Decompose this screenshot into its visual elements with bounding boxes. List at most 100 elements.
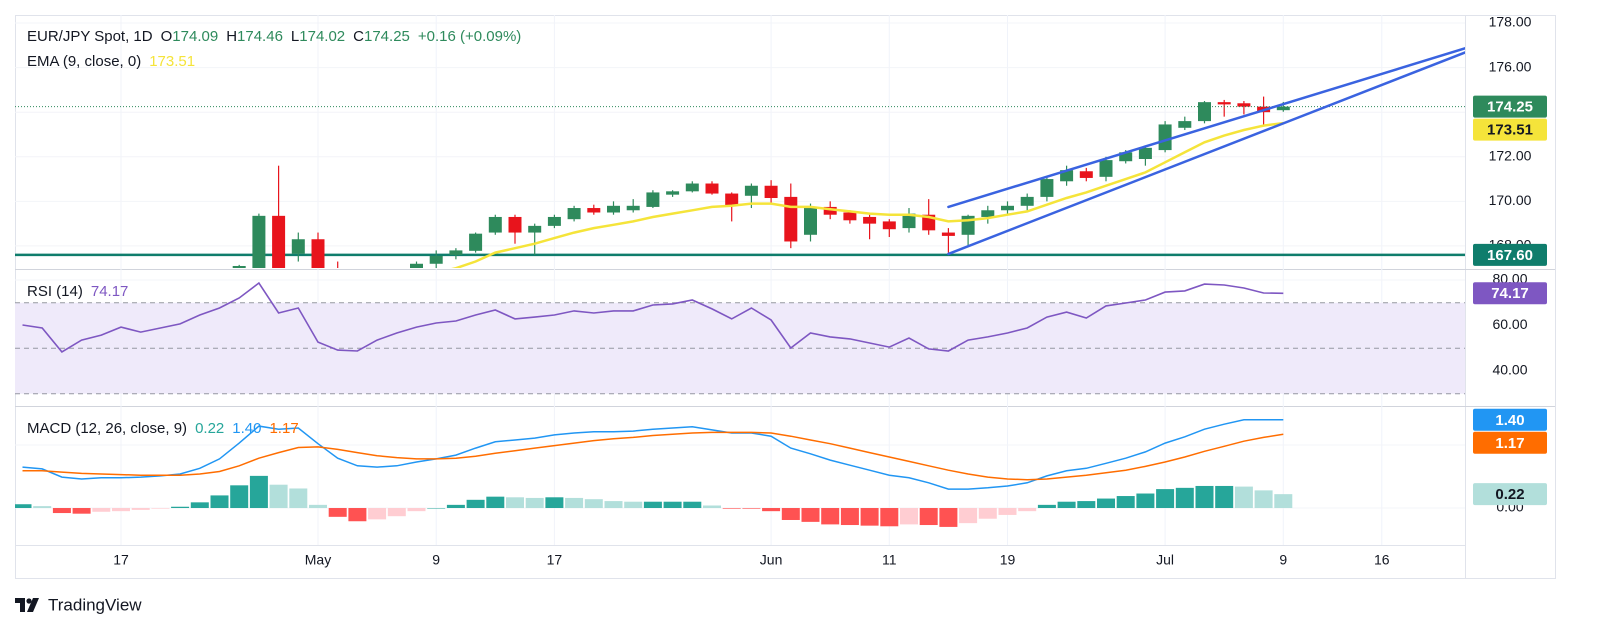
histogram-bar xyxy=(249,475,268,509)
histogram-bar xyxy=(466,499,485,509)
x-tick-label: May xyxy=(305,552,331,568)
histogram-bar xyxy=(486,496,505,509)
histogram-bar xyxy=(801,508,820,522)
logo-shape xyxy=(15,598,25,612)
candle-body xyxy=(725,193,739,206)
y-tick-label: 60.00 xyxy=(1492,316,1527,332)
candle-body xyxy=(311,239,325,268)
histogram-bar xyxy=(683,501,702,509)
histogram-bar xyxy=(742,508,761,509)
last-price-label-box xyxy=(1473,95,1547,118)
brand-name: TradingView xyxy=(48,595,142,614)
rsi-value-label-box xyxy=(1473,282,1547,305)
logo-shape xyxy=(26,598,32,604)
ohlc-key: L xyxy=(291,28,299,45)
ema-value-label-box xyxy=(1473,118,1547,141)
y-tick-label: 172.00 xyxy=(1489,147,1532,163)
histogram-bar xyxy=(545,497,564,509)
histogram-bar xyxy=(72,508,91,514)
candle-body xyxy=(232,265,246,268)
histogram-bar xyxy=(1116,496,1135,509)
candle-body xyxy=(291,239,305,254)
histogram-bar xyxy=(880,508,899,527)
indicator-value: 1.40 xyxy=(232,420,261,437)
histogram-bar xyxy=(348,508,367,522)
trend-line xyxy=(947,51,1465,256)
last-price-label: 174.25 xyxy=(1487,99,1533,116)
indicator-value: 173.51 xyxy=(149,53,195,70)
ohlc-value: 174.46 xyxy=(237,28,283,45)
level-label-box xyxy=(1473,243,1547,266)
candle-body xyxy=(902,213,916,229)
histogram-bar xyxy=(722,508,741,509)
histogram-bar xyxy=(565,497,584,509)
signal-line xyxy=(22,431,1284,481)
candle-body xyxy=(843,212,857,221)
histogram-bar xyxy=(663,501,682,509)
candle-body xyxy=(567,208,581,220)
pane-macd xyxy=(15,419,1465,527)
candle-body xyxy=(1060,170,1074,182)
candle-body xyxy=(410,263,423,268)
ohlc-value: 174.25 xyxy=(364,28,410,45)
histogram-bar xyxy=(525,497,544,509)
histogram-bar xyxy=(1037,504,1056,509)
candle-body xyxy=(1237,103,1251,107)
indicator-value: 74.17 xyxy=(91,283,129,300)
histogram-value-label: 0.22 xyxy=(1495,486,1524,503)
candle-body xyxy=(1217,102,1231,105)
symbol-title: EUR/JPY Spot, 1D xyxy=(27,28,153,45)
histogram-bar xyxy=(998,508,1017,515)
histogram-bar xyxy=(939,508,958,527)
y-tick-label: 176.00 xyxy=(1489,58,1532,74)
indicator-name: MACD (12, 26, close, 9) xyxy=(27,420,187,437)
histogram-value-label-box xyxy=(1473,483,1547,506)
histogram-bar xyxy=(92,508,111,512)
macd-line xyxy=(22,419,1284,490)
price-change: +0.16 (+0.09%) xyxy=(418,28,521,45)
rsi-value-label: 74.17 xyxy=(1491,285,1529,302)
histogram-bar xyxy=(840,508,859,526)
rsi-line xyxy=(22,281,1284,353)
candle-body xyxy=(823,206,837,215)
candle-body xyxy=(1138,147,1152,159)
candle-body xyxy=(941,232,955,236)
indicator-name: RSI (14) xyxy=(27,283,83,300)
y-tick-label: 178.00 xyxy=(1489,14,1532,30)
candle-body xyxy=(1158,124,1172,151)
histogram-bar xyxy=(643,501,662,509)
histogram-bar xyxy=(171,506,190,509)
histogram-bar xyxy=(624,501,643,509)
x-tick-label: Jun xyxy=(760,552,783,568)
histogram-bar xyxy=(1097,498,1115,509)
histogram-bar xyxy=(309,504,327,509)
histogram-bar xyxy=(604,501,623,509)
histogram-bar xyxy=(1136,493,1155,509)
x-tick-label: 9 xyxy=(432,552,440,568)
macd-value-label-box xyxy=(1473,408,1547,431)
candle-body xyxy=(863,216,877,224)
indicator-value: 0.22 xyxy=(195,420,224,437)
candle-body xyxy=(528,225,542,233)
histogram-bar xyxy=(427,508,446,509)
histogram-bar xyxy=(703,505,721,509)
histogram-bar xyxy=(781,508,800,520)
logo-shape xyxy=(27,598,39,612)
candle-body xyxy=(272,215,286,268)
histogram-bar xyxy=(821,508,840,525)
histogram-bar xyxy=(387,508,406,517)
candle-body xyxy=(1020,196,1034,206)
histogram-bar xyxy=(1215,485,1234,509)
histogram-bar xyxy=(112,508,130,512)
x-tick-label: 17 xyxy=(113,552,129,568)
histogram-bar xyxy=(584,499,603,509)
histogram-bar xyxy=(33,506,52,509)
histogram-bar xyxy=(900,508,918,525)
histogram-bar xyxy=(762,508,781,512)
level-label: 167.60 xyxy=(1487,247,1533,264)
histogram-bar xyxy=(860,508,879,526)
indicator-value: 1.17 xyxy=(269,420,298,437)
histogram-bar xyxy=(1234,486,1253,509)
